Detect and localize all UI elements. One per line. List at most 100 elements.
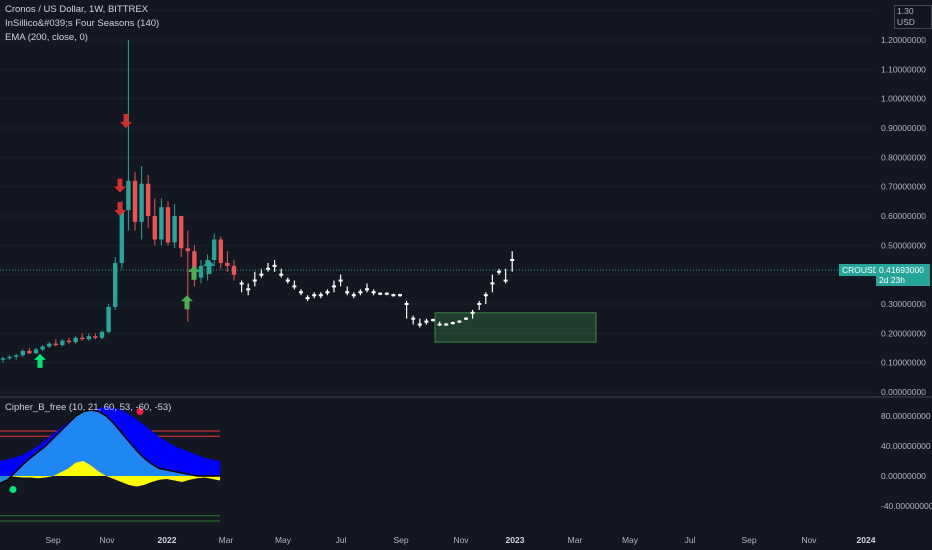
candle-body bbox=[246, 288, 251, 291]
buy-dot bbox=[9, 486, 17, 493]
symbol-title[interactable]: Cronos / US Dollar, 1W, BITTREX bbox=[5, 4, 149, 15]
candle-body bbox=[93, 336, 98, 338]
candle-body bbox=[332, 285, 336, 288]
candle-body bbox=[126, 180, 131, 211]
signal-layer bbox=[34, 114, 215, 368]
candle-layer bbox=[0, 40, 515, 363]
oscillator-layer bbox=[0, 407, 220, 522]
candle-body bbox=[132, 180, 138, 222]
currency-code: USD bbox=[897, 17, 915, 27]
candle-body bbox=[503, 279, 508, 282]
price-axis-label: 0.30000000 bbox=[881, 299, 926, 309]
candle-body bbox=[86, 336, 91, 340]
last-price-value: 0.41693000 bbox=[879, 265, 924, 275]
candle-body bbox=[358, 291, 363, 294]
time-axis-label: Jul bbox=[336, 535, 347, 545]
candle-body bbox=[192, 251, 197, 278]
price-axis-label: 0.20000000 bbox=[881, 328, 926, 338]
candle-body bbox=[198, 265, 204, 278]
candle-body bbox=[490, 282, 495, 285]
oscillator-axis-label: -40.00000000 bbox=[881, 501, 932, 511]
bar-countdown: 2d 23h bbox=[879, 275, 905, 285]
candle-body bbox=[172, 216, 177, 243]
time-axis[interactable]: Sep Nov 2022 Mar May Jul Sep Nov 2023 Mar May Jul Se… bbox=[45, 535, 875, 545]
time-axis-label: 2023 bbox=[506, 535, 525, 545]
sell-signal-arrow bbox=[120, 114, 132, 128]
accumulation-zone-layer bbox=[434, 312, 597, 343]
oscillator-axis[interactable]: 80.00000000 40.00000000 0.00000000 -40.0000… bbox=[881, 411, 932, 511]
candle-body bbox=[152, 216, 157, 240]
time-axis-label: Mar bbox=[219, 535, 234, 545]
candle-body bbox=[252, 279, 257, 282]
candle-body bbox=[424, 320, 429, 323]
candle-body bbox=[40, 346, 45, 350]
candle-body bbox=[477, 303, 482, 305]
indicator-four-seasons[interactable]: InSillico&#039;s Four Seasons (140) bbox=[5, 18, 160, 29]
candle-body bbox=[99, 331, 105, 338]
candle-body bbox=[212, 239, 217, 260]
candle-body bbox=[305, 297, 310, 300]
time-axis-label: 2022 bbox=[158, 535, 177, 545]
candle-body bbox=[47, 343, 52, 347]
time-axis-label: Nov bbox=[99, 535, 115, 545]
price-axis-label: 0.90000000 bbox=[881, 123, 926, 133]
candle-body bbox=[292, 285, 297, 288]
candle-body bbox=[345, 291, 350, 294]
time-axis-label: Sep bbox=[393, 535, 408, 545]
candle-body bbox=[444, 323, 449, 326]
candle-body bbox=[113, 262, 118, 307]
buy-signal-arrow bbox=[188, 265, 200, 280]
price-axis-label: 0.50000000 bbox=[881, 240, 926, 250]
buy-signal-arrow bbox=[203, 260, 215, 274]
candle-body bbox=[437, 323, 442, 326]
candle-body bbox=[483, 294, 488, 297]
sell-signal-arrow bbox=[114, 202, 126, 216]
candle-body bbox=[371, 291, 376, 294]
oscillator-legend: Cipher_B_free (10, 21, 60, 53, -60, -53) bbox=[5, 401, 171, 415]
price-axis-label: 0.60000000 bbox=[881, 211, 926, 221]
sell-dot bbox=[136, 408, 144, 415]
price-axis-label: 1.10000000 bbox=[881, 64, 926, 74]
candle-body bbox=[464, 317, 468, 320]
candle-body bbox=[60, 340, 65, 346]
candle-body bbox=[312, 294, 317, 297]
candle-body bbox=[457, 320, 462, 323]
candle-body bbox=[365, 288, 369, 291]
candle-body bbox=[391, 294, 396, 297]
currency-label[interactable]: 1.30 USD bbox=[894, 5, 932, 29]
candle-body bbox=[338, 279, 343, 282]
time-axis-label: Nov bbox=[801, 535, 817, 545]
candle-body bbox=[266, 267, 270, 270]
price-axis-label: 1.00000000 bbox=[881, 94, 926, 104]
candle-body bbox=[239, 282, 244, 285]
candle-body bbox=[73, 337, 78, 343]
price-axis-label: 0.70000000 bbox=[881, 182, 926, 192]
wavetrend-line bbox=[0, 409, 220, 485]
candle-body bbox=[225, 262, 230, 266]
price-axis[interactable]: 1.20000000 1.10000000 1.00000000 0.90000000… bbox=[881, 35, 926, 397]
candle-body bbox=[259, 273, 264, 276]
candle-body bbox=[0, 358, 6, 360]
time-axis-label: May bbox=[275, 535, 292, 545]
candle-body bbox=[398, 294, 402, 297]
indicator-cipher-b[interactable]: Cipher_B_free (10, 21, 60, 53, -60, -53) bbox=[5, 402, 172, 413]
candle-body bbox=[27, 350, 32, 354]
candle-body bbox=[159, 207, 164, 240]
accumulation-zone-box bbox=[434, 312, 597, 343]
candle-body bbox=[470, 311, 475, 314]
candle-body bbox=[279, 273, 284, 276]
candle-body bbox=[139, 183, 144, 222]
oscillator-axis-label: 0.00000000 bbox=[881, 471, 926, 481]
candle-body bbox=[318, 294, 323, 297]
time-axis-label: Jul bbox=[685, 535, 696, 545]
candle-body bbox=[146, 183, 151, 216]
time-axis-label: Nov bbox=[453, 535, 469, 545]
wavetrend-light-area bbox=[0, 410, 220, 484]
time-axis-label: May bbox=[622, 535, 639, 545]
indicator-ema[interactable]: EMA (200, close, 0) bbox=[5, 32, 88, 43]
time-axis-label: 2024 bbox=[857, 535, 876, 545]
candle-body bbox=[378, 292, 383, 295]
candle-body bbox=[299, 291, 303, 294]
candle-body bbox=[106, 306, 111, 332]
